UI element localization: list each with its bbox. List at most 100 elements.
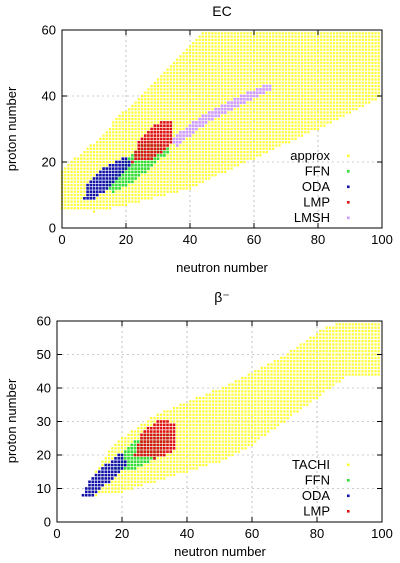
data-point: [124, 193, 128, 197]
data-point: [233, 151, 236, 154]
data-point: [224, 437, 228, 440]
data-point: [185, 167, 188, 170]
data-point: [249, 68, 252, 71]
data-point: [329, 68, 332, 71]
data-point: [211, 65, 214, 68]
data-point: [320, 75, 323, 78]
data-point: [202, 463, 205, 467]
data-point: [95, 183, 99, 187]
data-point: [128, 144, 131, 147]
data-point: [319, 346, 322, 349]
data-point: [192, 184, 195, 187]
legend-label: LMSH: [294, 210, 330, 225]
data-point: [273, 370, 276, 373]
data-point: [304, 108, 307, 111]
data-point: [278, 65, 281, 68]
data-point: [220, 48, 224, 51]
data-point: [272, 124, 275, 127]
data-point: [374, 98, 377, 101]
data-point: [176, 91, 179, 94]
data-point: [214, 68, 217, 71]
data-point: [217, 71, 220, 74]
data-point: [315, 370, 319, 373]
data-point: [112, 134, 115, 137]
data-point: [131, 118, 134, 121]
data-point: [111, 170, 115, 174]
data-point: [236, 42, 240, 45]
data-point: [275, 81, 278, 84]
data-point: [291, 131, 294, 134]
data-point: [201, 48, 204, 51]
data-point: [273, 390, 276, 393]
data-point: [166, 68, 169, 71]
data-point: [188, 68, 192, 71]
data-point: [276, 363, 280, 366]
data-point: [355, 35, 358, 38]
data-point: [228, 400, 231, 403]
data-point: [230, 91, 233, 94]
data-point: [348, 111, 352, 114]
data-point: [268, 144, 272, 147]
data-point: [250, 396, 254, 400]
data-point: [224, 94, 227, 98]
data-point: [315, 340, 319, 343]
data-point: [208, 460, 211, 463]
data-point: [169, 81, 172, 84]
data-point: [332, 45, 336, 48]
data-point: [70, 170, 73, 173]
data-point: [265, 98, 268, 101]
data-point: [348, 42, 352, 45]
data-point: [299, 380, 302, 383]
data-point: [234, 440, 237, 443]
data-point: [195, 467, 198, 470]
data-point: [284, 127, 288, 131]
data-point: [130, 484, 133, 487]
data-point: [195, 400, 198, 403]
data-point: [166, 111, 169, 114]
data-point: [368, 58, 371, 61]
data-point: [241, 396, 244, 400]
data-point: [252, 127, 256, 131]
data-point: [134, 157, 137, 160]
data-point: [304, 94, 307, 98]
data-point: [310, 114, 313, 117]
data-point: [211, 403, 215, 406]
data-point: [144, 118, 147, 121]
data-point: [307, 81, 310, 84]
data-point: [128, 124, 131, 127]
data-point: [134, 104, 137, 107]
data-point: [291, 71, 294, 74]
data-point: [252, 104, 256, 107]
data-point: [283, 396, 286, 400]
data-point: [205, 450, 208, 453]
data-point: [297, 32, 300, 35]
data-point: [270, 427, 273, 430]
data-point: [231, 453, 234, 457]
data-point: [272, 38, 275, 41]
data-point: [153, 470, 156, 473]
data-point: [198, 124, 201, 127]
data-point: [133, 430, 137, 433]
data-point: [259, 85, 262, 88]
data-point: [195, 85, 198, 88]
data-point: [214, 38, 217, 41]
data-point: [217, 141, 220, 144]
data-point: [70, 164, 73, 167]
data-point: [332, 38, 336, 41]
data-point: [208, 154, 211, 157]
data-point: [250, 413, 254, 416]
data-point: [272, 45, 275, 48]
data-point: [307, 78, 310, 81]
data-point: [319, 370, 322, 373]
data-point: [220, 98, 224, 101]
data-point: [250, 400, 254, 403]
data-point: [80, 180, 83, 183]
data-point: [256, 71, 259, 74]
data-point: [115, 200, 118, 203]
data-point: [323, 118, 326, 121]
data-point: [214, 141, 217, 144]
data-point: [293, 383, 296, 386]
data-point: [272, 121, 275, 124]
data-point: [296, 400, 299, 403]
data-point: [265, 131, 268, 134]
